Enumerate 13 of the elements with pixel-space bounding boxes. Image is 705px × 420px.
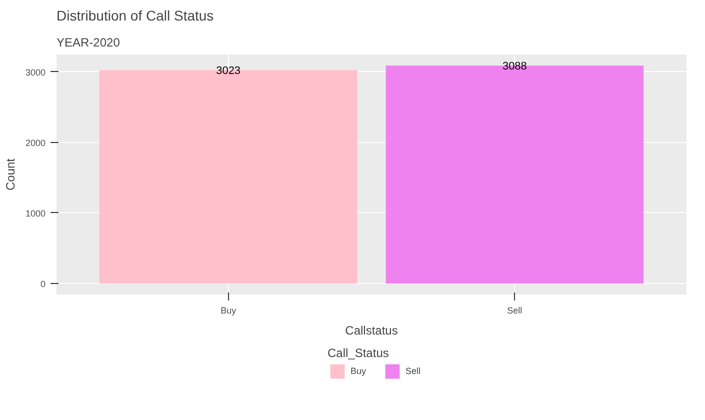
y-axis-title: Count [3,158,18,191]
legend-title: Call_Status [328,346,390,360]
x-axis-title: Callstatus [345,324,398,338]
data-label: 3023 [216,65,241,78]
legend-label: Buy [350,366,368,376]
data-label: 3088 [502,60,527,73]
y-tick-label: 2000 [25,138,46,148]
legend-label: Sell [406,366,422,376]
y-tick-label: 1000 [25,208,46,218]
chart-title: Distribution of Call Status [56,8,214,24]
y-tick-label: 3000 [25,67,46,78]
chart-subtitle: YEAR-2020 [56,36,120,50]
y-tick-label: 0 [40,279,46,290]
